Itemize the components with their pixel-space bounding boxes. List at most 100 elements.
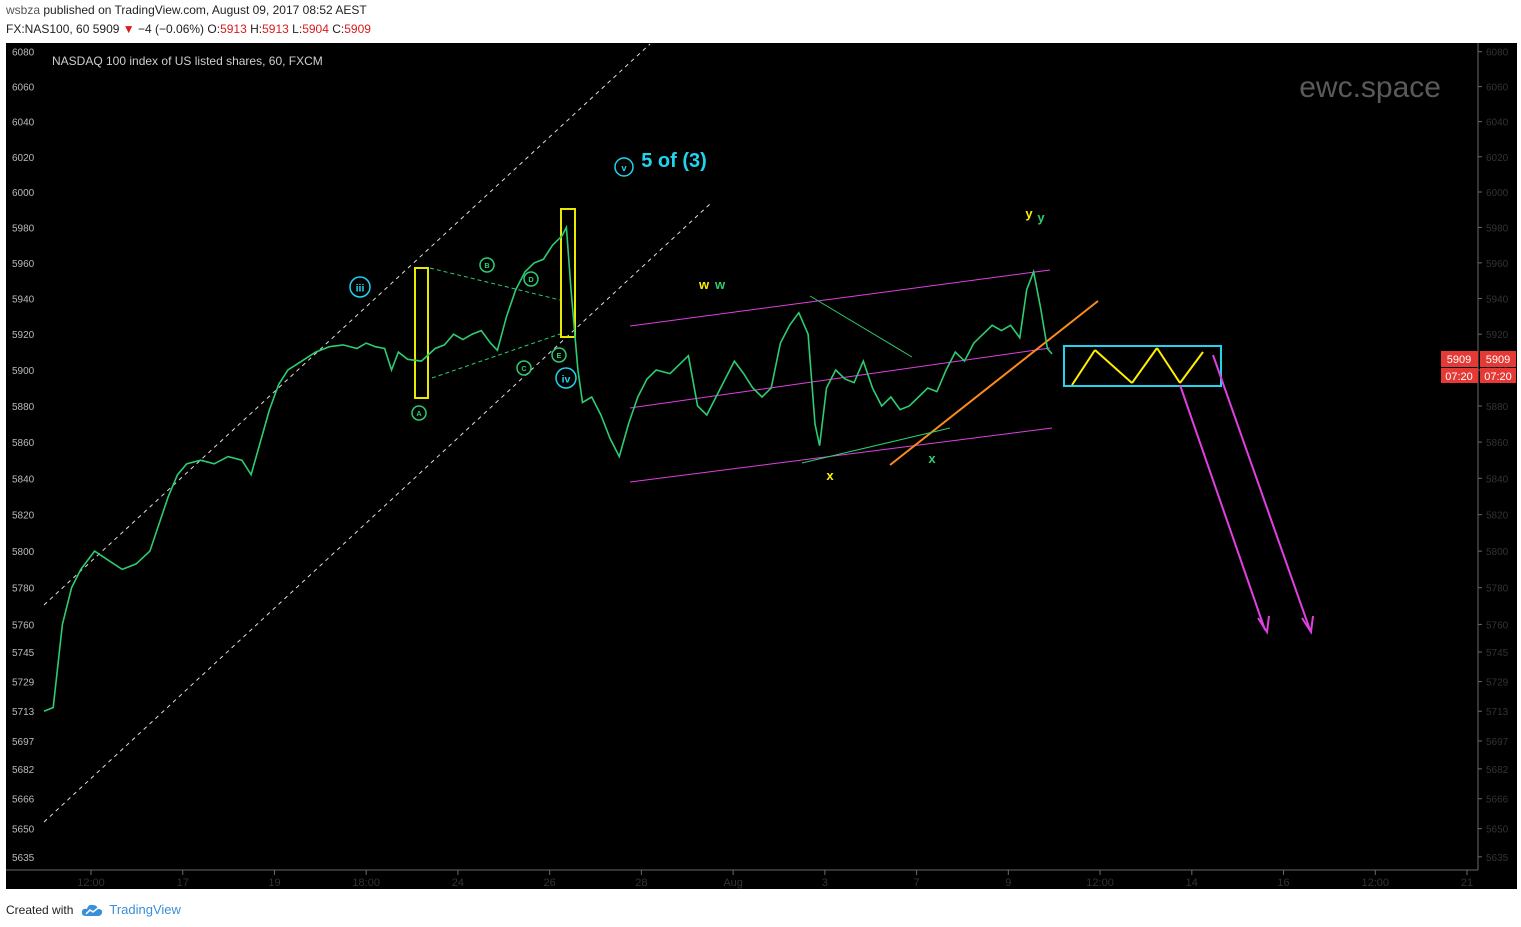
y-tick-label-right: 6060: [1486, 83, 1509, 94]
y-tick-label-right: 5940: [1486, 294, 1509, 305]
y-tick-label-left: 5800: [12, 547, 35, 558]
channel-bottom-line: [629, 427, 1053, 483]
price-series-line: [43, 224, 1053, 712]
channel-top-line: [629, 269, 1051, 327]
x-tick-label: 21: [1461, 877, 1473, 889]
abcde-upper-line: [429, 267, 561, 301]
target-zone-box: [1063, 345, 1222, 387]
y-tick-label-left: 6000: [12, 188, 35, 199]
wave-label-iii: iii: [356, 283, 365, 295]
y-tick-label-right: 6000: [1486, 188, 1509, 199]
wave-label-x-green: x: [928, 451, 936, 466]
y-tick-label-left: 6060: [12, 83, 35, 94]
y-tick-label-left: 5697: [12, 737, 35, 748]
x-tick-label: Aug: [723, 877, 743, 889]
countdown-tag: [1441, 368, 1478, 383]
tradingview-link[interactable]: TradingView: [81, 902, 181, 917]
channel-mid-line: [629, 347, 1051, 409]
countdown-tag-left: 07:20: [1445, 371, 1473, 383]
y-tick-label-right: 5760: [1486, 620, 1509, 631]
wave-annotations: 5 of (3) v iii iv A B C D Ew w x x y y: [349, 150, 1045, 483]
wave-label-d-circle: [523, 271, 539, 287]
x-axis: 12:00 17 19 18:00 24 26 28 Aug 3 7 9 12:00 14 16 12:00…: [77, 870, 1473, 889]
y-tick-label-left: 5920: [12, 330, 35, 341]
wave-label-b: B: [484, 261, 489, 270]
wave-label-a: A: [416, 409, 422, 418]
y-tick-label-right: 5820: [1486, 511, 1509, 522]
wave-label-v-circle: [614, 157, 634, 177]
y-tick-label-left: 5713: [12, 707, 35, 718]
arrowhead: [1257, 615, 1270, 635]
price-change: −4 (−0.06%): [138, 22, 205, 36]
wave-label-y-yellow: y: [1025, 206, 1033, 221]
y-tick-label-left: 6080: [12, 48, 35, 59]
open-value: 5913: [220, 22, 247, 36]
y-tick-label-right: 6080: [1486, 48, 1509, 59]
x-tick-label: 7: [914, 877, 920, 889]
wave-label-e: E: [557, 351, 562, 360]
upper-trend-line: [43, 43, 651, 606]
y-tick-label-left: 5780: [12, 584, 35, 595]
triangle-upper-line: [809, 295, 913, 358]
chart-background: [6, 43, 1517, 889]
y-tick-label-right: 6040: [1486, 118, 1509, 129]
y-tick-label-left: 5840: [12, 474, 35, 485]
last-price: 5909: [92, 22, 120, 36]
zigzag-arrow: [1156, 347, 1181, 384]
last-price-axis-tag: [1480, 351, 1516, 367]
y-tick-label-left: 5820: [12, 511, 35, 522]
wave-label-x-yellow: x: [826, 468, 834, 483]
y-tick-label-left: 5900: [12, 366, 35, 377]
y-tick-label-left: 5650: [12, 825, 35, 836]
x-tick-label: 28: [635, 877, 647, 889]
last-price-tag-left: 5909: [1447, 354, 1471, 366]
created-with-label: Created with: [6, 902, 74, 917]
y-tick-label-left: 5940: [12, 294, 35, 305]
last-price-tag: [1441, 351, 1478, 367]
down-arrow-icon: ▼: [122, 22, 135, 36]
x-tick-label: 12:00: [1086, 877, 1114, 889]
x-tick-label: 16: [1277, 877, 1289, 889]
low-value: 5904: [302, 22, 329, 36]
y-tick-label-left: 5980: [12, 223, 35, 234]
y-tick-label-right: 5666: [1486, 795, 1509, 806]
y-tick-label-left: 5880: [12, 402, 35, 413]
close-value: 5909: [344, 22, 371, 36]
tradingview-brand: TradingView: [109, 902, 181, 917]
y-tick-label-right: 5713: [1486, 707, 1509, 718]
projection-arrow: [1212, 354, 1311, 631]
x-tick-label: 3: [822, 877, 828, 889]
y-tick-label-left: 5666: [12, 795, 35, 806]
y-tick-label-right: 5860: [1486, 438, 1509, 449]
open-label: O:: [207, 22, 221, 36]
y-tick-label-right: 5880: [1486, 402, 1509, 413]
wave-label-iv-circle: [555, 367, 577, 389]
wave-label-5-of-3: 5 of (3): [641, 150, 707, 172]
chart-title: NASDAQ 100 index of US listed shares, 60…: [52, 54, 323, 68]
cloud-logo-icon: [82, 904, 103, 916]
wave-label-b-circle: [479, 257, 495, 273]
wave-label-c: C: [521, 364, 527, 373]
author-name[interactable]: wsbza: [6, 3, 41, 17]
y-tick-label-left: 5860: [12, 438, 35, 449]
symbol-interval: FX:NAS100, 60: [6, 22, 90, 36]
y-tick-label-left: 5635: [12, 853, 35, 864]
y-tick-label-right: 5980: [1486, 223, 1509, 234]
y-tick-label-left: 5745: [12, 648, 35, 659]
y-tick-label-right: 5960: [1486, 259, 1509, 270]
high-label: H:: [250, 22, 263, 36]
y-tick-label-right: 5729: [1486, 678, 1509, 689]
y-tick-label-right: 5840: [1486, 474, 1509, 485]
zigzag-arrow: [1094, 349, 1133, 384]
countdown-axis-label: 07:20: [1484, 371, 1512, 383]
y-tick-label-left: 5760: [12, 620, 35, 631]
y-tick-label-right: 5745: [1486, 648, 1509, 659]
x-tick-label: 17: [177, 877, 189, 889]
y-tick-label-left: 5960: [12, 259, 35, 270]
highlight-box: [414, 267, 429, 399]
support-line: [889, 300, 1099, 466]
x-tick-label: 12:00: [77, 877, 105, 889]
close-label: C:: [332, 22, 345, 36]
y-tick-label-right: 5697: [1486, 737, 1509, 748]
